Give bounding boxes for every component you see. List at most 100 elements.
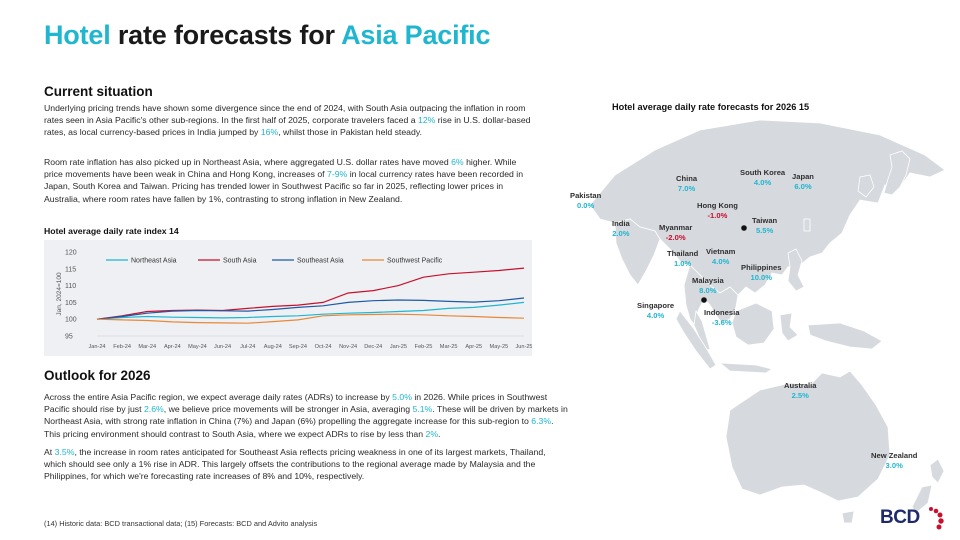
- highlight-value: 2%: [425, 428, 439, 439]
- x-tick-label: Feb-24: [113, 344, 131, 350]
- korea-landmass: [857, 174, 875, 198]
- text-segment: Across the entire Asia Pacific region, w…: [44, 392, 393, 402]
- x-tick-label: May-24: [188, 344, 207, 350]
- map-label-australia: Australia 2.5%: [784, 381, 817, 400]
- bcd-logo: BCD: [880, 505, 950, 535]
- x-tick-label: Nov-24: [339, 344, 357, 350]
- x-tick-label: Jul-24: [240, 344, 255, 350]
- text-segment: , the increase in room rates anticipated…: [44, 447, 546, 482]
- x-tick-label: Mar-25: [440, 344, 458, 350]
- legend-label: South Asia: [223, 258, 257, 265]
- map-label-japan: Japan 6.0%: [792, 172, 814, 191]
- tasmania-landmass: [841, 510, 855, 524]
- map-label-hong-kong: Hong Kong -1.0%: [697, 201, 738, 220]
- text-segment: . This pricing environment should contra…: [44, 416, 554, 439]
- japan-landmass: [883, 150, 911, 196]
- x-tick-label: Feb-25: [415, 344, 433, 350]
- taiwan-landmass: [803, 218, 811, 232]
- x-tick-label: Jun-24: [214, 344, 231, 350]
- current-paragraph-1: Underlying pricing trends have shown som…: [44, 102, 532, 139]
- highlight-value: 2.6%: [143, 404, 164, 415]
- text-segment: Room rate inflation has also picked up i…: [44, 157, 452, 167]
- x-tick-label: Aug-24: [264, 344, 282, 350]
- sumatra-landmass: [675, 310, 717, 370]
- logo-dots-icon: [929, 507, 944, 530]
- y-tick-label: 120: [65, 250, 77, 257]
- map-label-pakistan: Pakistan 0.0%: [570, 191, 602, 210]
- outlook-heading: Outlook for 2026: [44, 368, 151, 383]
- highlight-value: 16%: [260, 127, 279, 138]
- text-segment: Underlying pricing trends have shown som…: [44, 103, 526, 126]
- map-graphic: [589, 119, 946, 524]
- map-label-south-korea: South Korea 4.0%: [740, 168, 786, 187]
- x-tick-label: Sep-24: [289, 344, 307, 350]
- map-label-philippines: Philippines 10.0%: [741, 263, 782, 282]
- chart-panel: 95 100 105 110 115 120 Jan, 2024=100 Jan-24 Feb-…: [44, 240, 532, 356]
- x-tick-label: Apr-24: [164, 344, 181, 350]
- highlight-value: 3.5%: [54, 447, 75, 457]
- y-tick-label: 115: [65, 266, 76, 273]
- map-label-indonesia: Indonesia -3.6%: [704, 308, 740, 327]
- singapore-dot: [701, 297, 707, 303]
- map-label-thailand: Thailand 1.0%: [667, 249, 699, 268]
- rate-index-chart: 95 100 105 110 115 120 Jan, 2024=100 Jan-24 Feb-…: [56, 250, 532, 351]
- sulawesi-landmass: [779, 312, 799, 342]
- x-tick-label: Apr-25: [465, 344, 482, 350]
- new-zealand-landmass: [911, 458, 945, 514]
- text-segment: in 2026. While prices in Southwest Pacif…: [44, 392, 548, 415]
- y-tick-label: 105: [65, 300, 77, 307]
- series-line-northeast-asia: [96, 301, 525, 320]
- series-line-southwest-pacific: [96, 313, 525, 324]
- java-landmass: [718, 362, 773, 374]
- text-segment: in local currency rates have been record…: [44, 169, 524, 204]
- borneo-landmass: [731, 302, 775, 346]
- india-landmass: [614, 218, 661, 286]
- y-tick-label: 100: [65, 317, 77, 324]
- text-segment: , we believe price movements will be str…: [163, 404, 413, 415]
- current-situation-heading: Current situation: [44, 84, 153, 99]
- map-label-myanmar: Myanmar -2.0%: [659, 223, 693, 242]
- footnote: (14) Historic data: BCD transactional da…: [44, 519, 318, 528]
- map-label-new-zealand: New Zealand 3.0%: [871, 451, 918, 470]
- highlight-value: 12%: [417, 115, 436, 126]
- indochina-landmass: [683, 264, 739, 329]
- outlook-paragraph-1: Across the entire Asia Pacific region, w…: [44, 391, 569, 440]
- x-tick-label: May-25: [490, 344, 509, 350]
- series-line-south-asia: [96, 267, 525, 320]
- y-tick-label: 110: [65, 283, 76, 290]
- map-label-vietnam: Vietnam 4.0%: [706, 247, 736, 266]
- highlight-value: 5.1%: [412, 404, 433, 415]
- map-label-india: India 2.0%: [612, 219, 630, 238]
- x-tick-label: Oct-24: [315, 344, 332, 350]
- hong-kong-dot: [741, 225, 747, 231]
- y-tick-label: 95: [65, 334, 73, 341]
- x-tick-label: Jan-24: [88, 344, 105, 350]
- text-segment: higher. While price movements have been …: [44, 157, 517, 180]
- map-title: Hotel average daily rate forecasts for 2…: [612, 102, 810, 112]
- new-guinea-landmass: [807, 322, 883, 350]
- logo-text: BCD: [880, 507, 920, 528]
- text-segment: rise in U.S. dollar-based rates, as loca…: [44, 115, 531, 138]
- page-title: Hotel rate forecasts for Asia Pacific: [44, 20, 491, 50]
- series-line-southeast-asia: [96, 297, 525, 320]
- legend-label: Southwest Pacific: [387, 258, 443, 265]
- text-segment: . These will be driven by markets in Nor…: [44, 404, 568, 427]
- x-tick-label: Mar-24: [138, 344, 156, 350]
- legend-label: Southeast Asia: [297, 258, 344, 265]
- x-tick-label: Jun-25: [515, 344, 532, 350]
- highlight-value: 7-9%: [327, 169, 348, 180]
- text-segment: .: [438, 428, 441, 439]
- map-label-china: China 7.0%: [676, 174, 698, 193]
- map-label-malaysia: Malaysia 8.0%: [692, 276, 724, 295]
- highlight-value: 6.3%: [531, 416, 552, 427]
- text-segment: At: [44, 447, 55, 457]
- x-tick-label: Jan-25: [390, 344, 407, 350]
- philippines-landmass: [787, 248, 805, 292]
- highlight-value: 6%: [451, 157, 464, 167]
- current-paragraph-2: Room rate inflation has also picked up i…: [44, 156, 532, 205]
- text-segment: , whilst those in Pakistan held steady.: [278, 127, 422, 138]
- highlight-value: 5.0%: [392, 392, 412, 402]
- australia-landmass: [725, 370, 891, 502]
- map-label-taiwan: Taiwan 5.5%: [752, 216, 778, 235]
- chart-title: Hotel average daily rate index 14: [44, 226, 179, 236]
